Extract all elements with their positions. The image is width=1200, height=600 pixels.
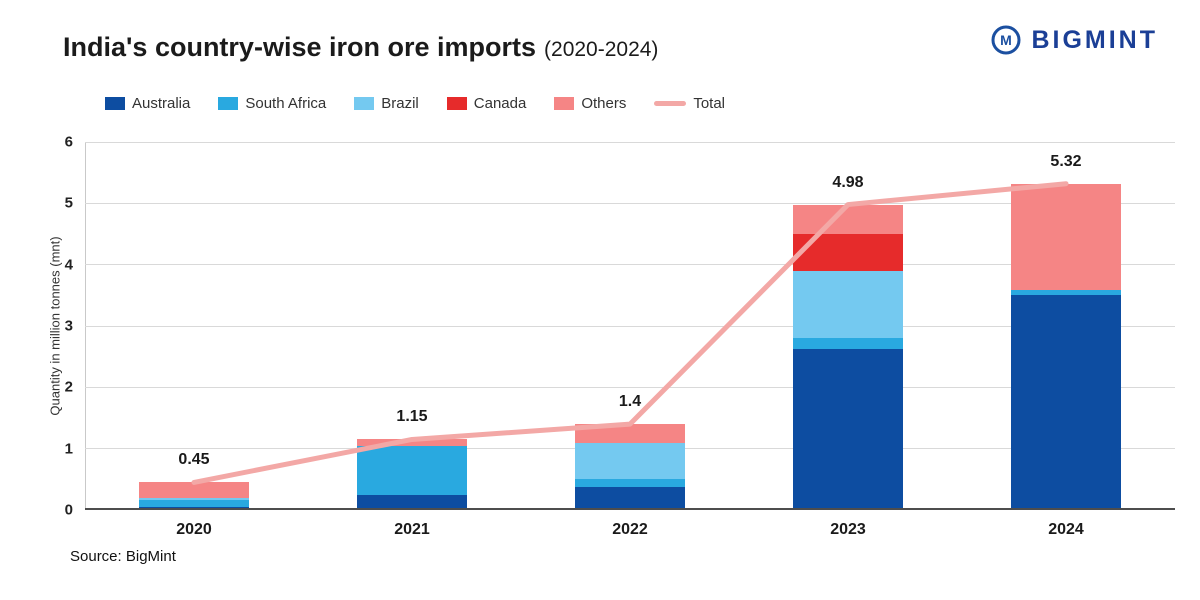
legend-swatch-brazil	[354, 97, 375, 110]
y-tick-label: 4	[64, 256, 73, 274]
bigmint-logo-icon: M	[990, 24, 1022, 56]
legend-item-canada: Canada	[446, 95, 527, 112]
legend-item-total: Total	[654, 95, 725, 112]
total-label-2023: 4.98	[832, 173, 864, 191]
bar-segment-australia-2021	[357, 494, 467, 510]
y-tick-label: 6	[64, 133, 73, 151]
plot-area: 0 1 2 3 4 5 6 2020 0.45 2021 1.15 2022 1.4 2023 4.98 20…	[65, 134, 1175, 538]
bar-segment-australia-2023	[793, 349, 903, 510]
y-tick-label: 5	[64, 194, 73, 212]
x-tick-label-2023: 2023	[830, 521, 866, 538]
x-tick-label-2024: 2024	[1048, 521, 1084, 538]
total-label-2021: 1.15	[396, 408, 428, 426]
x-axis-line	[85, 508, 1175, 510]
brand-name: BIGMINT	[1031, 25, 1158, 54]
bar-segment-south-africa-2020	[139, 499, 249, 507]
bar-2021	[357, 142, 467, 510]
legend-item-others: Others	[554, 95, 626, 112]
bar-segment-australia-2024	[1011, 295, 1121, 510]
bar-segment-others-2021	[357, 439, 467, 446]
legend-label-canada: Canada	[473, 95, 527, 112]
legend-label-others: Others	[581, 95, 627, 112]
bar-2024	[1011, 142, 1121, 510]
total-label-2022: 1.4	[618, 393, 642, 411]
total-label-2024: 5.32	[1050, 152, 1082, 170]
bar-segment-south-africa-2024	[1011, 290, 1121, 296]
x-tick-label-2021: 2021	[394, 521, 430, 538]
bar-segment-others-2023	[793, 204, 903, 234]
chart-legend: Australia South Africa Brazil Canada Others T…	[105, 95, 725, 112]
legend-swatch-total	[654, 101, 687, 106]
legend-swatch-canada	[446, 97, 467, 110]
bar-segment-others-2022	[575, 424, 685, 443]
bar-segment-others-2020	[139, 482, 249, 498]
bar-segment-others-2024	[1011, 183, 1121, 291]
y-axis-title: Quantity in million tonnes (mnt)	[47, 236, 63, 416]
gridline	[85, 141, 1175, 143]
bar-segment-brazil-2023	[793, 270, 903, 339]
y-tick-label: 3	[64, 317, 73, 335]
legend-label-brazil: Brazil	[381, 95, 419, 112]
bar-segment-south-africa-2023	[793, 338, 903, 350]
svg-text:M: M	[1001, 32, 1013, 48]
bar-2022	[575, 142, 685, 510]
x-tick-label-2022: 2022	[612, 521, 648, 538]
bar-segment-australia-2022	[575, 486, 685, 510]
legend-item-south-africa: South Africa	[218, 95, 326, 112]
legend-label-total: Total	[693, 95, 726, 112]
bar-segment-canada-2023	[793, 234, 903, 271]
chart-title-row: India's country-wise iron ore imports (20…	[63, 32, 658, 63]
legend-swatch-south-africa	[218, 97, 239, 110]
y-tick-label: 0	[64, 501, 73, 519]
legend-item-australia: Australia	[105, 95, 190, 112]
legend-label-south-africa: South Africa	[245, 95, 327, 112]
page-title: India's country-wise iron ore imports	[63, 32, 537, 62]
total-label-2020: 0.45	[178, 451, 210, 469]
page-subtitle: (2020-2024)	[544, 38, 659, 61]
y-tick-label: 1	[64, 440, 73, 458]
legend-label-australia: Australia	[132, 95, 191, 112]
bar-segment-south-africa-2021	[357, 445, 467, 495]
y-tick-label: 2	[64, 378, 73, 396]
bar-segment-brazil-2022	[575, 442, 685, 480]
bar-2023	[793, 142, 903, 510]
legend-item-brazil: Brazil	[354, 95, 419, 112]
source-note: Source: BigMint	[70, 548, 176, 565]
legend-swatch-others	[554, 97, 575, 110]
bar-segment-brazil-2020	[139, 497, 249, 500]
bar-segment-south-africa-2022	[575, 479, 685, 487]
legend-swatch-australia	[105, 97, 125, 110]
brand-logo: M BIGMINT	[990, 24, 1158, 56]
x-tick-label-2020: 2020	[176, 521, 212, 538]
